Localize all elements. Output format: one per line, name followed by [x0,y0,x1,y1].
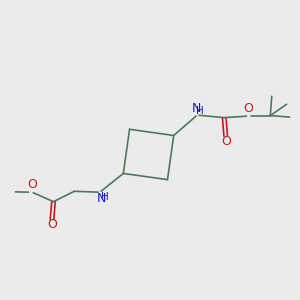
Text: O: O [47,218,57,231]
Text: O: O [243,102,253,115]
Text: N: N [96,192,106,205]
Text: O: O [27,178,37,191]
Text: H: H [196,106,204,116]
Text: O: O [221,135,231,148]
Text: N: N [191,102,201,115]
Text: H: H [101,192,109,202]
